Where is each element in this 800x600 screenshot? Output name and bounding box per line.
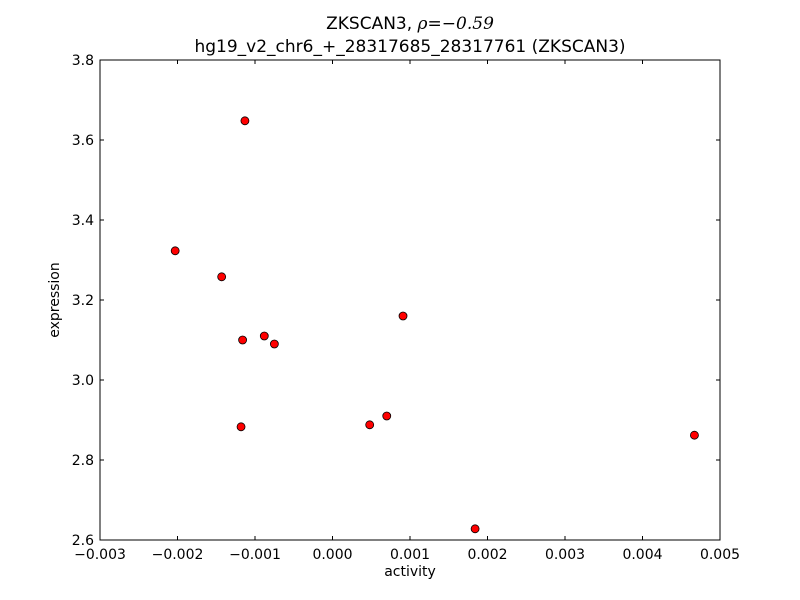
x-tick-label: 0.002 xyxy=(467,547,507,563)
title-rho-symbol: ρ xyxy=(417,14,428,34)
y-tick-label: 2.6 xyxy=(72,533,94,549)
chart-title: ZKSCAN3, ρ=−0.59 xyxy=(326,14,494,34)
y-tick-label: 3.2 xyxy=(72,293,94,309)
y-tick-label: 3.6 xyxy=(72,133,94,149)
data-point xyxy=(382,411,392,421)
x-tick-label: −0.003 xyxy=(74,547,126,563)
x-axis-label: activity xyxy=(384,564,436,580)
data-point xyxy=(238,335,248,345)
data-points xyxy=(170,116,699,534)
data-point xyxy=(690,430,699,440)
y-tick-label: 3.0 xyxy=(72,373,94,389)
x-tick-label: 0.001 xyxy=(390,547,430,563)
data-point xyxy=(398,311,408,321)
plot-area xyxy=(100,60,720,540)
title-gene: ZKSCAN3, xyxy=(326,14,417,34)
x-tick-label: −0.001 xyxy=(229,547,281,563)
data-point xyxy=(217,272,227,282)
x-tick-label: 0.003 xyxy=(545,547,585,563)
y-tick-label: 3.4 xyxy=(72,213,94,229)
plot-frame xyxy=(99,59,721,541)
title-rho-value: =−0.59 xyxy=(428,14,495,34)
y-axis-label: expression xyxy=(47,262,63,338)
y-tick-labels: 2.6 2.8 3.0 3.2 3.4 3.6 3.8 xyxy=(72,53,94,549)
data-point xyxy=(236,422,246,432)
chart-subtitle: hg19_v2_chr6_+_28317685_28317761 (ZKSCAN… xyxy=(194,37,625,57)
y-tick-label: 3.8 xyxy=(72,53,94,69)
data-point xyxy=(170,246,180,256)
x-tick-label: −0.002 xyxy=(152,547,204,563)
y-tick-label: 2.8 xyxy=(72,453,94,469)
data-point xyxy=(470,524,480,534)
x-tick-label: 0.005 xyxy=(700,547,740,563)
data-point xyxy=(259,331,269,341)
x-tick-label: 0.000 xyxy=(312,547,352,563)
x-tick-label: 0.004 xyxy=(622,547,662,563)
x-tick-labels: −0.003 −0.002 −0.001 0.000 0.001 0.002 0.003 0.… xyxy=(74,547,740,563)
data-point xyxy=(240,116,250,126)
data-point xyxy=(269,339,279,349)
data-point xyxy=(365,420,375,430)
